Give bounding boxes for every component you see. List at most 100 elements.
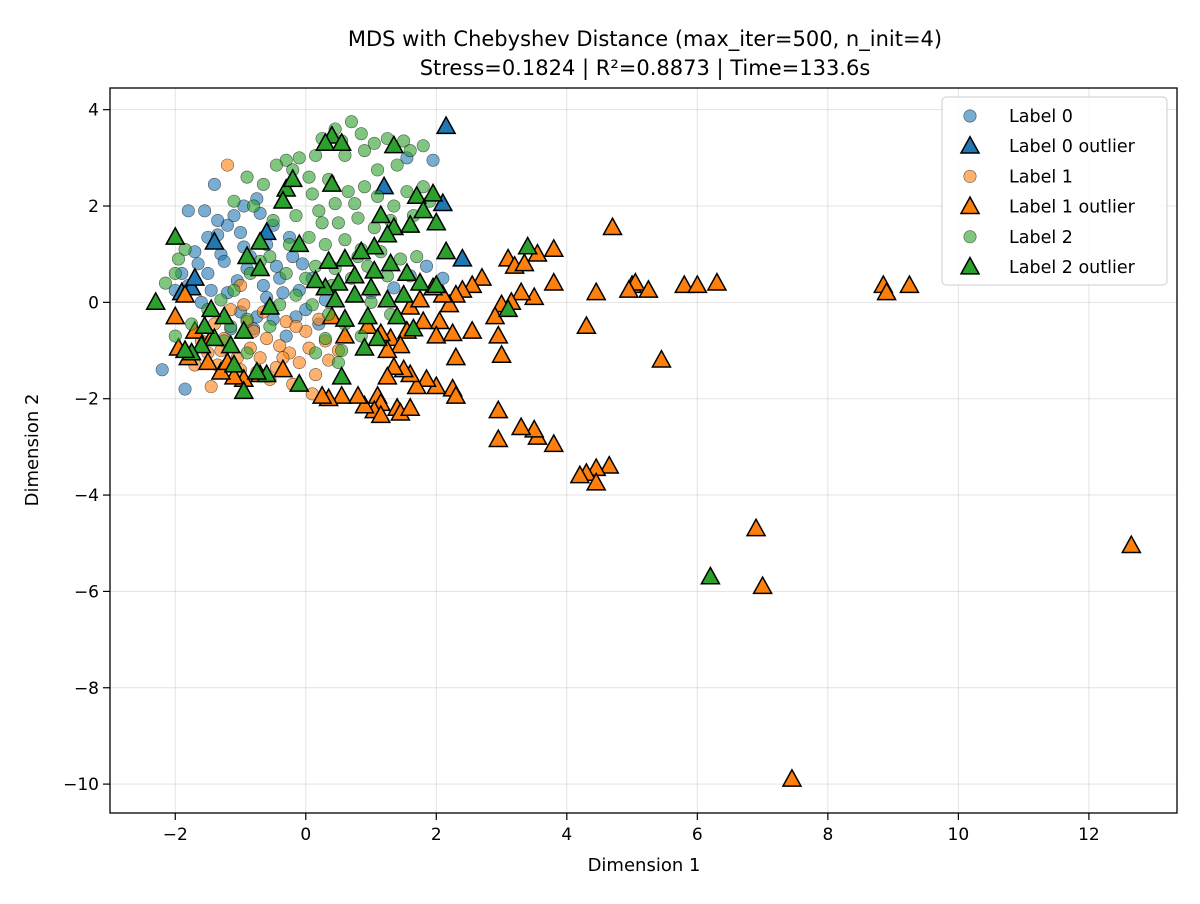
label-2-point [338,233,352,247]
label-0-outlier-point [204,231,225,250]
y-tick-label: 4 [88,101,99,121]
label-1-outlier-point [569,464,591,484]
label-2-point [341,185,355,199]
label-1-outlier-point [471,267,493,286]
label-2-point [227,194,241,208]
y-tick-label: −8 [74,679,99,699]
label-1-outlier-point [406,375,428,395]
legend-label-label-0-outlier: Label 0 outlier [1009,137,1136,157]
label-2-outlier-point [249,257,271,277]
label-2-outlier-point [246,361,268,380]
label-1-point [260,331,274,345]
label-1-point [289,319,303,333]
label-1-point [220,158,234,172]
label-2-point [354,127,368,141]
label-1-point [253,351,267,365]
label-2-point [168,329,182,343]
label-0-point [276,286,290,300]
label-2-point [371,163,385,177]
label-2-point [335,344,349,358]
label-2-outlier-point [426,274,447,294]
label-2-outlier-point [259,296,281,315]
label-0-point [217,254,231,268]
label-1-outlier-point [377,339,398,359]
label-2-point [331,216,345,230]
series-label-2 [158,115,437,370]
label-2-outlier-point [377,288,398,308]
label-1-outlier-point [445,385,467,404]
label-2-point [240,170,254,184]
label-2-point [305,187,319,201]
label-2-point [309,346,323,360]
label-0-point [387,281,401,295]
label-1-outlier-point [543,238,565,257]
label-2-outlier-point [288,373,310,392]
label-2-point [302,170,316,184]
label-1-outlier-point [416,368,437,388]
label-2-point [305,298,319,312]
label-2-point [302,230,316,244]
label-2-point [168,266,182,280]
axis-ticks: −2 0 2 4 6 8 10 12 −10 −8 −6 −4 −2 0 2 4 [63,101,1100,845]
label-2-outlier-point [497,298,519,318]
label-2-point [292,151,306,165]
y-tick-label: −2 [74,390,99,410]
label-2-point [371,189,385,203]
label-0-outlier-point [432,192,454,212]
label-2-outlier-point [364,260,385,279]
label-2-point [348,197,362,211]
label-0-point [201,266,215,280]
label-2-outlier-point [406,185,428,204]
label-2-point [393,252,407,266]
label-2-point [358,180,372,194]
label-2-point [266,213,280,227]
legend-marker-label-2 [963,230,977,244]
label-0-outlier-point [373,175,395,195]
label-2-point [344,115,358,129]
y-axis-label: Dimension 2 [22,394,43,507]
label-2-outlier-point [331,365,352,385]
label-0-outlier-point [452,247,473,267]
label-2-outlier-point [328,272,349,291]
label-1-outlier-point [390,334,411,354]
label-2-point [227,283,241,297]
x-tick-label: 0 [300,825,311,845]
label-0-point [426,153,440,167]
label-1-outlier-point [752,575,773,595]
label-1-outlier-point [876,281,897,301]
label-2-outlier-point [204,327,225,347]
label-0-point [204,283,218,297]
label-0-point [198,204,212,218]
label-2-outlier-point [435,240,457,260]
label-1-outlier-point [399,397,421,416]
label-2-point [289,288,303,302]
label-2-outlier-point [324,288,346,308]
label-1-point [273,339,287,353]
legend-marker-label-1 [963,169,977,183]
label-1-outlier-point [491,344,512,363]
label-2-point [172,252,186,266]
label-2-point [315,216,329,230]
label-2-outlier-point [357,305,379,325]
y-tick-label: 0 [88,293,99,313]
x-tick-label: 8 [822,825,833,845]
x-tick-label: 12 [1078,825,1100,845]
label-1-outlier-point [272,358,294,378]
label-1-outlier-point [543,433,565,453]
x-tick-label: 4 [561,825,572,845]
label-2-outlier-point [409,272,431,291]
label-2-outlier-point [321,173,343,192]
label-2-point [178,242,192,256]
x-tick-label: 10 [948,825,970,845]
label-0-outlier-point [435,115,457,135]
label-2-outlier-point [331,132,352,151]
label-0-point [178,382,192,396]
label-2-outlier-point [233,380,255,400]
label-1-outlier-point [1121,534,1142,554]
label-2-point [410,250,424,264]
label-1-point [204,380,218,394]
label-2-outlier-point [315,132,336,151]
label-2-point [322,307,336,321]
label-2-outlier-point [174,339,196,359]
label-2-outlier-point [383,134,405,154]
